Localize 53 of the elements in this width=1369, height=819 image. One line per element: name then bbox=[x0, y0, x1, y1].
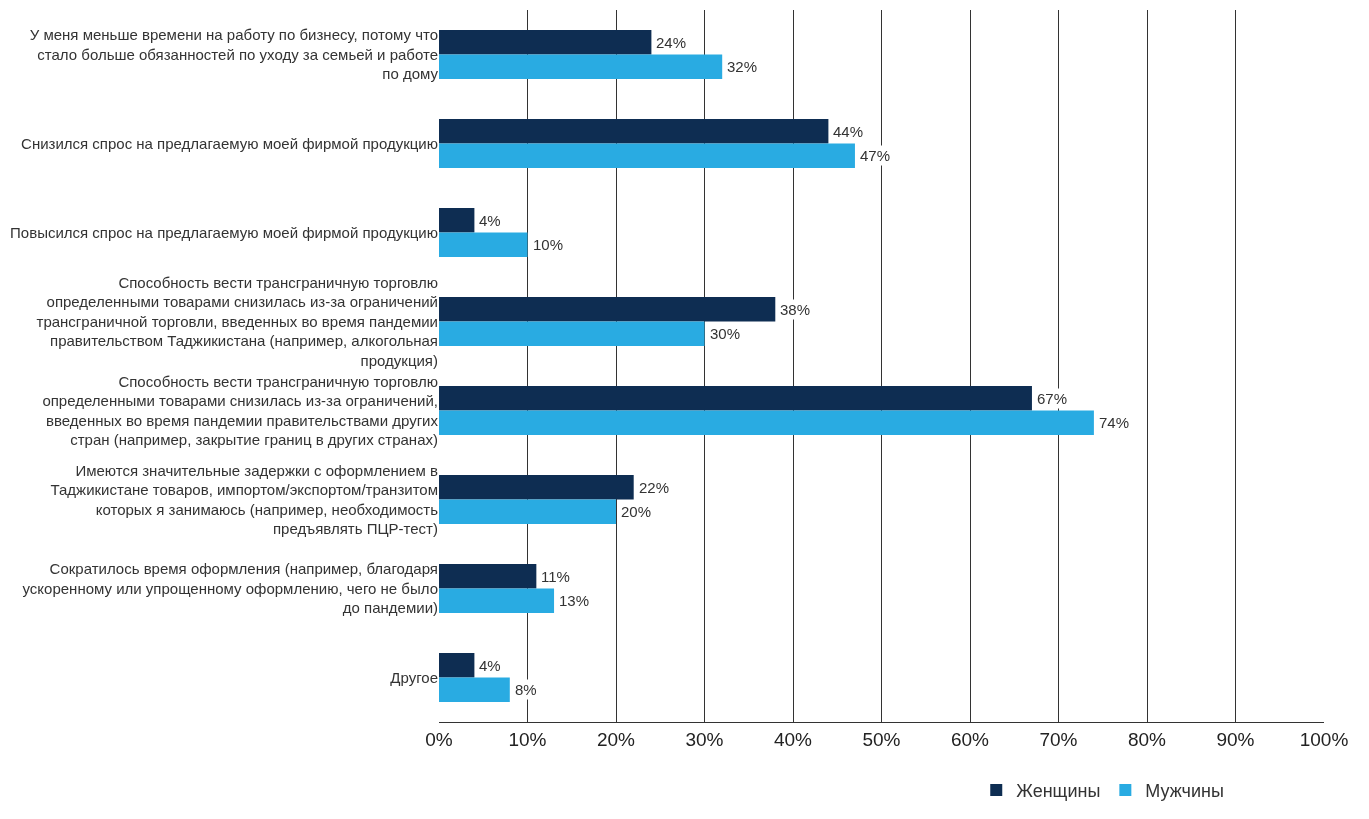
y-tick-label: Способность вести трансграничную торговлю определенными товарами снизилась из-за ограничений трансграничной торговли, введенных во время пандемии правительством Таджикистана (например, алкогольная продукция) bbox=[36, 273, 438, 369]
bar bbox=[439, 119, 829, 144]
x-tick-label: 30% bbox=[685, 728, 724, 750]
bar bbox=[439, 677, 510, 702]
bar bbox=[439, 564, 537, 589]
bar bbox=[439, 297, 776, 322]
y-tick-label: Другое bbox=[390, 668, 438, 686]
bar bbox=[439, 588, 555, 613]
x-tick-label: 60% bbox=[950, 728, 990, 750]
data-label: 10% bbox=[533, 236, 564, 253]
x-tick-label: 90% bbox=[1216, 728, 1255, 750]
y-tick-label: Способность вести трансграничную торговлю определенными товарами снизилась из-за ограничений, введенных во время пандемии правительствами других стран (например, закрытие границ в других странах) bbox=[42, 372, 439, 448]
data-label: 8% bbox=[515, 681, 537, 698]
data-label: 4% bbox=[479, 212, 501, 229]
bar bbox=[439, 54, 723, 79]
y-tick-label: Имеются значительные задержки с оформлением в Таджикистане товаров, импортом/экспортом/транзитом которых я занимаюсь (например, необходимость предъявлять ПЦР-тест) bbox=[50, 461, 439, 537]
bar bbox=[439, 499, 616, 524]
y-tick-label: У меня меньше времени на работу по бизнесу, потому что стало больше обязанностей по уходу за семьей и работе по дому bbox=[29, 26, 439, 83]
data-label: 4% bbox=[479, 657, 501, 674]
y-tick-label: Повысился спрос на предлагаемую моей фирмой продукцию bbox=[10, 223, 438, 241]
bar bbox=[439, 30, 652, 55]
data-label: 44% bbox=[833, 123, 864, 140]
bar bbox=[439, 653, 475, 678]
bar bbox=[439, 475, 634, 500]
bar bbox=[439, 143, 855, 168]
data-label: 74% bbox=[1099, 414, 1130, 431]
x-tick-label: 10% bbox=[508, 728, 547, 750]
data-label: 22% bbox=[639, 479, 670, 496]
y-tick-label: Сократилось время оформления (например, благодаря ускоренному или упрощенному оформлению, чего не было до пандемии) bbox=[22, 560, 438, 617]
data-label: 30% bbox=[710, 325, 741, 342]
bar bbox=[439, 386, 1032, 411]
data-label: 24% bbox=[656, 34, 687, 51]
x-tick-label: 40% bbox=[773, 728, 813, 750]
data-label: 32% bbox=[727, 58, 758, 75]
legend-label: Мужчины bbox=[1145, 781, 1224, 802]
x-tick-label: 0% bbox=[425, 728, 453, 750]
bar bbox=[439, 232, 528, 257]
bar bbox=[439, 321, 705, 346]
data-label: 47% bbox=[860, 147, 891, 164]
data-label: 67% bbox=[1037, 390, 1068, 407]
data-label: 38% bbox=[780, 301, 811, 318]
x-tick-label: 70% bbox=[1039, 728, 1078, 750]
x-tick-label: 50% bbox=[862, 728, 901, 750]
data-label: 11% bbox=[541, 568, 570, 585]
data-label: 13% bbox=[559, 592, 590, 609]
x-tick-label: 100% bbox=[1299, 728, 1349, 750]
legend-label: Женщины bbox=[1016, 781, 1101, 802]
data-label: 20% bbox=[621, 503, 652, 520]
x-tick-label: 20% bbox=[596, 728, 636, 750]
bar bbox=[439, 410, 1094, 435]
x-tick-label: 80% bbox=[1127, 728, 1167, 750]
bar bbox=[439, 208, 475, 233]
y-tick-label: Снизился спрос на предлагаемую моей фирмой продукцию bbox=[21, 134, 438, 152]
